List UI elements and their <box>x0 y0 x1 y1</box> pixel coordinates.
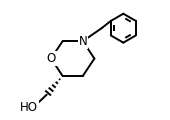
Text: N: N <box>79 35 87 48</box>
Text: O: O <box>46 52 56 65</box>
Text: HO: HO <box>20 101 38 114</box>
